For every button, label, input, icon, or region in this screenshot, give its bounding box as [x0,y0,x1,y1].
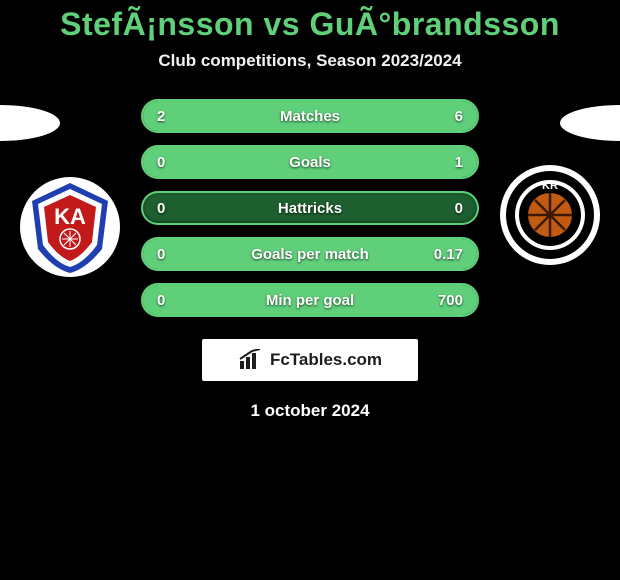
stat-right-value: 0 [417,200,477,217]
stat-right-value: 1 [417,154,477,171]
left-player-column: KA [0,99,130,277]
stat-left-value: 0 [143,246,203,263]
stat-label: Matches [203,108,417,125]
stat-left-value: 2 [143,108,203,125]
right-club-badge: KR [500,165,600,265]
stat-left-value: 0 [143,200,203,217]
stat-right-value: 0.17 [417,246,477,263]
branding-text: FcTables.com [270,350,382,370]
stat-row: 0Min per goal700 [141,283,479,317]
comparison-body: KA 2Matches60Goals10Hattricks00Goals per… [0,99,620,317]
stat-label: Hattricks [203,200,417,217]
ka-badge-icon: KA [20,177,120,277]
kr-badge-icon: KR [500,165,600,265]
stat-left-value: 0 [143,154,203,171]
branding-badge: FcTables.com [202,339,418,381]
stat-row: 0Goals1 [141,145,479,179]
comparison-title: StefÃ¡nsson vs GuÃ°brandsson [0,6,620,43]
stat-label: Min per goal [203,292,417,309]
stat-row: 0Hattricks0 [141,191,479,225]
chart-icon [238,349,264,371]
comparison-subtitle: Club competitions, Season 2023/2024 [0,51,620,71]
snapshot-date: 1 october 2024 [0,401,620,421]
stat-right-value: 700 [417,292,477,309]
right-player-avatar-placeholder [560,105,620,141]
stat-row: 2Matches6 [141,99,479,133]
stat-right-value: 6 [417,108,477,125]
left-club-badge: KA [20,177,120,277]
stat-label: Goals per match [203,246,417,263]
kr-badge-text: KR [542,180,558,192]
ka-badge-text: KA [54,204,86,229]
stat-row: 0Goals per match0.17 [141,237,479,271]
stats-column: 2Matches60Goals10Hattricks00Goals per ma… [135,99,485,317]
left-player-avatar-placeholder [0,105,60,141]
stat-label: Goals [203,154,417,171]
stat-left-value: 0 [143,292,203,309]
right-player-column: KR [490,99,620,265]
